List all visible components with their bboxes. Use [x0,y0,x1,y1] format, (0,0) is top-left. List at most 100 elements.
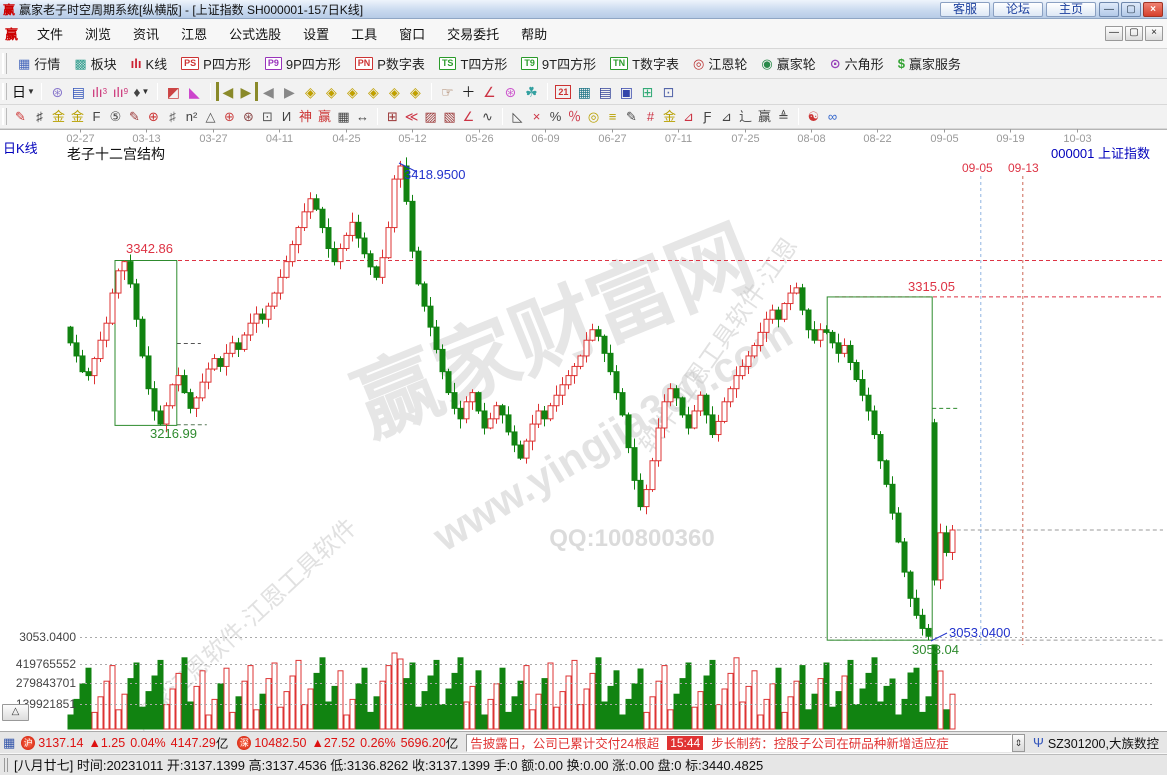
calendar-icon[interactable]: 21 [553,82,574,101]
close-button[interactable]: × [1143,1,1163,17]
grid-tool[interactable]: ♯ [36,109,43,124]
hexagon-button[interactable]: ⊙ 六角形 [823,54,891,73]
percent-cross-tool[interactable]: × [532,109,541,124]
gold-circle-tool[interactable]: ◎ [587,109,600,124]
angle-tool[interactable]: ∠ [483,83,496,100]
retrace-tool[interactable]: ◺ [512,109,523,124]
menu-item-文件[interactable]: 文件 [37,27,64,42]
gann-wheel-button[interactable]: ◎ 江恩轮 [686,54,754,73]
gann-flower-tool[interactable]: ⊛ [504,83,517,100]
save-icon[interactable]: ▣ [619,83,634,100]
web-tool[interactable]: ⊛ [243,109,254,124]
p-number-table-button[interactable]: PN P数字表 [348,54,432,73]
ticker-scroll-spinner[interactable]: ⇕ [1011,733,1025,752]
mdi-close-button[interactable]: × [1145,26,1163,41]
info-panel-icon[interactable]: ▤ [71,83,86,100]
matrix-tool[interactable]: ▦ [337,109,350,124]
network-icon[interactable]: ⊞ [641,83,654,100]
fib-fan-tool[interactable]: Ƒ [703,109,712,124]
span-tool[interactable]: ↔ [356,109,369,124]
watch-stock-code[interactable]: SZ301200,大族数控 [1047,737,1159,751]
menu-item-交易委托[interactable]: 交易委托 [447,27,500,42]
angle-measure-tool[interactable]: ⊿ [683,109,694,124]
kline-chart-canvas[interactable]: 赢家财富网www.yingjia360.comQQ:100800360软件·江恩… [0,129,1167,731]
period-day-selector[interactable]: 日 ▼ [12,83,35,100]
square-number-tool[interactable]: n² [185,109,198,124]
menu-item-公式选股[interactable]: 公式选股 [229,27,282,42]
lines-3-icon[interactable]: ılı 3 [91,83,108,100]
pencil-tool[interactable]: ✎ [15,109,26,124]
zoom-in-button[interactable]: ◈ [326,83,337,100]
five-element-tool[interactable]: ⑤ [109,109,122,124]
circle-cross-tool[interactable]: ⊕ [148,109,159,124]
structure-icon[interactable]: ◩ [166,83,181,100]
9t-square-button[interactable]: T9 9T四方形 [514,54,603,73]
first-bar-button[interactable]: ◀ [215,82,237,101]
spider-chart-icon[interactable]: ⊛ [51,83,64,100]
market-grid-icon[interactable]: ▦ [3,734,16,750]
t-square-button[interactable]: TS T四方形 [432,54,514,73]
ying-line-tool[interactable]: 赢 [757,109,771,124]
compress-vertical-button[interactable]: ◈ [410,83,421,100]
angle-lines-tool[interactable]: ∠ [462,109,475,124]
sectors-button[interactable]: ▩ 板块 [67,54,123,73]
wave-mark-tool[interactable]: И [281,109,292,124]
gold-level-tool[interactable]: 金 [662,109,676,124]
menu-item-帮助[interactable]: 帮助 [521,27,548,42]
price-grid-tool[interactable]: # [646,109,655,124]
prev-bar-button[interactable]: ◀ [263,83,274,100]
minimize-button[interactable]: — [1099,1,1119,17]
winner-service-button[interactable]: $ 赢家服务 [891,54,968,73]
customer-service-button[interactable]: 客服 [939,1,990,17]
triangle-tool[interactable]: △ [205,109,216,124]
menu-item-浏览[interactable]: 浏览 [85,27,112,42]
wedge-tool[interactable]: ⊿ [721,109,732,124]
p-square-button[interactable]: PS P四方形 [174,54,258,73]
trend-flag-icon[interactable]: ◣ [189,83,200,100]
menu-item-设置[interactable]: 设置 [303,27,330,42]
infinity-icon[interactable]: ∞ [827,109,838,124]
cross-hatch-tool[interactable]: ▧ [443,109,456,124]
delta-tool[interactable]: ≜ [778,109,789,124]
percent-tool[interactable]: % [549,109,562,124]
menu-item-窗口[interactable]: 窗口 [399,27,426,42]
next-bar-button[interactable]: ▶ [284,83,295,100]
percent-line-tool[interactable]: ％ [567,109,581,124]
9p-square-button[interactable]: P9 9P四方形 [258,54,348,73]
forum-button[interactable]: 论坛 [992,1,1043,17]
mdi-restore-button[interactable]: ▢ [1125,26,1143,41]
path-tool[interactable]: 辶 [738,109,752,124]
compass-tool[interactable]: ⊕ [224,109,235,124]
gold-lines-tool[interactable]: ≡ [608,109,617,124]
gold-grid2-tool[interactable]: 金 [70,109,84,124]
homepage-button[interactable]: 主页 [1045,1,1096,17]
winner-wheel-button[interactable]: ◉ 赢家轮 [754,54,822,73]
fan-lines-tool[interactable]: ≪ [404,109,419,124]
gann-box-tool[interactable]: ⊞ [387,109,398,124]
ying-grid-tool[interactable]: 赢 [317,109,331,124]
kline-button[interactable]: ılı K线 [124,54,175,73]
gold-grid-tool[interactable]: 金 [51,109,65,124]
calculator-icon[interactable]: ▦ [577,83,592,100]
last-bar-button[interactable]: ▶ [237,82,258,101]
menu-item-资讯[interactable]: 资讯 [133,27,160,42]
quotes-button[interactable]: ▦ 行情 [11,54,67,73]
fractal-tool[interactable]: ☘ [525,83,538,100]
report-icon[interactable]: ▤ [598,83,613,100]
pane-expand-button[interactable]: △ [2,704,29,721]
expand-horizontal-button[interactable]: ◈ [347,83,358,100]
candle-style-selector[interactable]: ♦ ▼ [133,83,150,100]
wave-tool[interactable]: ∿ [482,109,493,124]
expand-vertical-button[interactable]: ◈ [389,83,400,100]
hatch-box-tool[interactable]: ▨ [424,109,437,124]
marker-tool[interactable]: ✎ [129,109,140,124]
shen-grid-tool[interactable]: 神 [298,109,312,124]
box-target-tool[interactable]: ⊡ [262,109,273,124]
taichi-icon[interactable]: ☯ [807,109,820,124]
restore-button[interactable]: ▢ [1121,1,1141,17]
news-ticker[interactable]: 告披露日，公司已累计交付24根超 15:44 步长制药：控股子公司在研品种新增适… [466,733,1012,752]
hand-tool[interactable]: ☞ [441,83,454,100]
zoom-out-button[interactable]: ◈ [305,83,316,100]
compress-horizontal-button[interactable]: ◈ [368,83,379,100]
crosshair-tool[interactable]: ＋ [461,83,476,100]
